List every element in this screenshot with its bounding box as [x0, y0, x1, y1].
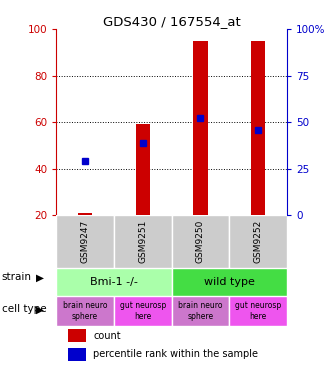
Bar: [56, 215, 114, 268]
Text: gut neurosp
here: gut neurosp here: [235, 301, 281, 321]
Bar: [172, 296, 229, 326]
Text: cell type: cell type: [2, 304, 46, 314]
Text: strain: strain: [2, 272, 32, 283]
Text: GSM9252: GSM9252: [254, 220, 263, 263]
Bar: [56, 296, 114, 326]
Bar: [78, 213, 92, 215]
Text: GSM9251: GSM9251: [138, 220, 147, 263]
Bar: [56, 268, 172, 296]
Text: GSM9247: GSM9247: [81, 220, 89, 263]
Text: gut neurosp
here: gut neurosp here: [119, 301, 166, 321]
Text: count: count: [93, 331, 121, 341]
Bar: [114, 296, 172, 326]
Bar: [68, 329, 86, 342]
Bar: [68, 348, 86, 361]
Bar: [136, 124, 150, 215]
Bar: [114, 215, 172, 268]
Bar: [172, 268, 287, 296]
Bar: [251, 41, 265, 215]
Text: Bmi-1 -/-: Bmi-1 -/-: [90, 277, 138, 287]
Text: ▶: ▶: [36, 304, 44, 314]
Bar: [229, 215, 287, 268]
Title: GDS430 / 167554_at: GDS430 / 167554_at: [103, 15, 241, 28]
Text: ▶: ▶: [36, 272, 44, 283]
Text: brain neuro
sphere: brain neuro sphere: [178, 301, 223, 321]
Text: GSM9250: GSM9250: [196, 220, 205, 263]
Bar: [172, 215, 229, 268]
Bar: [229, 296, 287, 326]
Text: percentile rank within the sample: percentile rank within the sample: [93, 349, 258, 359]
Bar: [193, 41, 208, 215]
Text: brain neuro
sphere: brain neuro sphere: [63, 301, 107, 321]
Text: wild type: wild type: [204, 277, 255, 287]
